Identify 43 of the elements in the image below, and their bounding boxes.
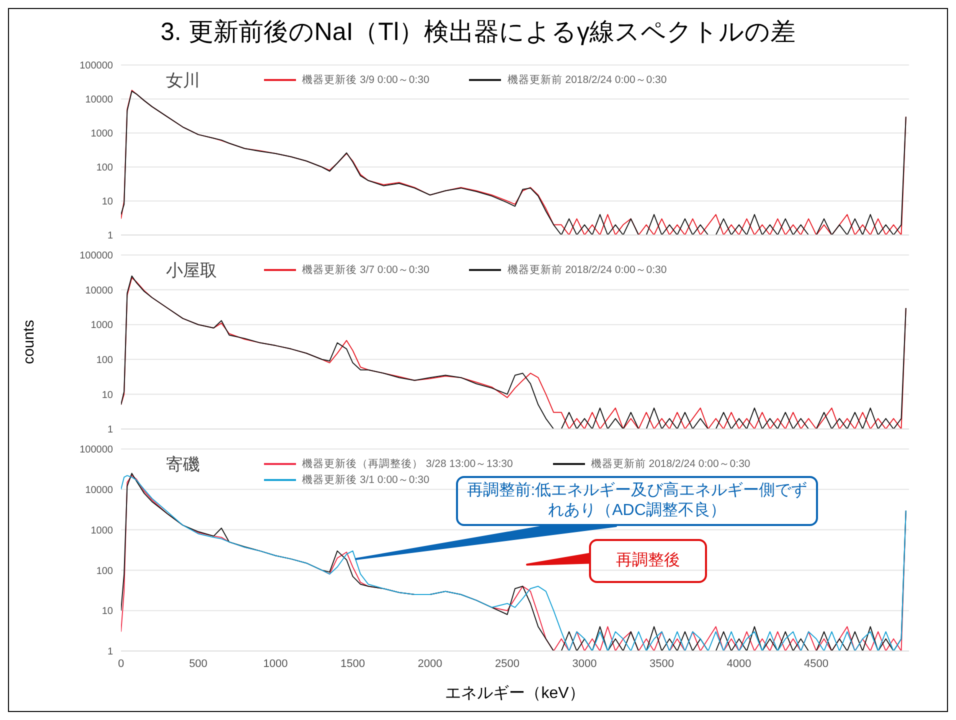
y-tick-label: 1000 <box>90 320 114 332</box>
legend-label: 機器更新後 3/7 0:00～0:30 <box>302 263 430 277</box>
y-tick-label: 1 <box>107 424 114 436</box>
y-axis-title: counts <box>20 320 38 364</box>
x-tick-label: 0 <box>118 658 124 670</box>
y-tick-label: 10 <box>102 606 114 618</box>
y-tick-label: 100000 <box>80 444 114 456</box>
x-tick-label: 3000 <box>572 658 597 670</box>
x-tick-label: 1500 <box>340 658 366 670</box>
y-tick-label: 1 <box>107 230 114 242</box>
legend-label: 機器更新後 3/1 0:00～0:30 <box>302 473 430 487</box>
annotation: 再調整前:低エネルギー及び高エネルギー側でずれあり（ADC調整不良） <box>456 476 818 526</box>
x-tick-label: 4000 <box>726 658 752 670</box>
y-tick-label: 10 <box>102 196 114 208</box>
chart-subtitle: 小屋取 <box>166 260 217 282</box>
y-tick-label: 100000 <box>80 60 114 72</box>
y-tick-label: 10 <box>102 390 114 401</box>
legend-label: 機器更新前 2018/2/24 0:00～0:30 <box>507 73 667 87</box>
y-tick-label: 100 <box>96 354 114 366</box>
x-tick-label: 1000 <box>263 658 288 670</box>
annotation: 再調整後 <box>589 539 707 583</box>
x-tick-label: 500 <box>189 658 208 670</box>
y-tick-label: 100 <box>96 566 114 577</box>
chart-title: 3. 更新前後のNaI（Tl）検出器によるγ線スペクトルの差 <box>159 17 797 48</box>
chart-subtitle: 寄磯 <box>166 454 200 476</box>
chart-subtitle: 女川 <box>166 70 200 92</box>
x-tick-label: 2000 <box>418 658 442 670</box>
legend-label: 機器更新前 2018/2/24 0:00～0:30 <box>507 263 667 277</box>
x-tick-label: 3500 <box>650 658 674 670</box>
y-tick-label: 100 <box>96 162 114 174</box>
legend-label: 機器更新前 2018/2/24 0:00～0:30 <box>590 457 750 471</box>
y-tick-label: 10000 <box>85 94 114 106</box>
y-tick-label: 1000 <box>90 128 114 140</box>
y-tick-label: 1000 <box>90 525 114 536</box>
legend-label: 機器更新後 3/9 0:00～0:30 <box>302 73 430 87</box>
y-tick-label: 10000 <box>85 285 114 296</box>
legend-label: 機器更新後（再調整後） 3/28 13:00～13:30 <box>302 457 513 471</box>
y-tick-label: 100000 <box>80 250 114 262</box>
y-tick-label: 1 <box>107 646 114 658</box>
y-tick-label: 10000 <box>85 484 114 496</box>
x-tick-label: 2500 <box>495 658 520 670</box>
x-axis-title: エネルギー（keV） <box>444 684 586 704</box>
x-tick-label: 4500 <box>804 658 829 670</box>
